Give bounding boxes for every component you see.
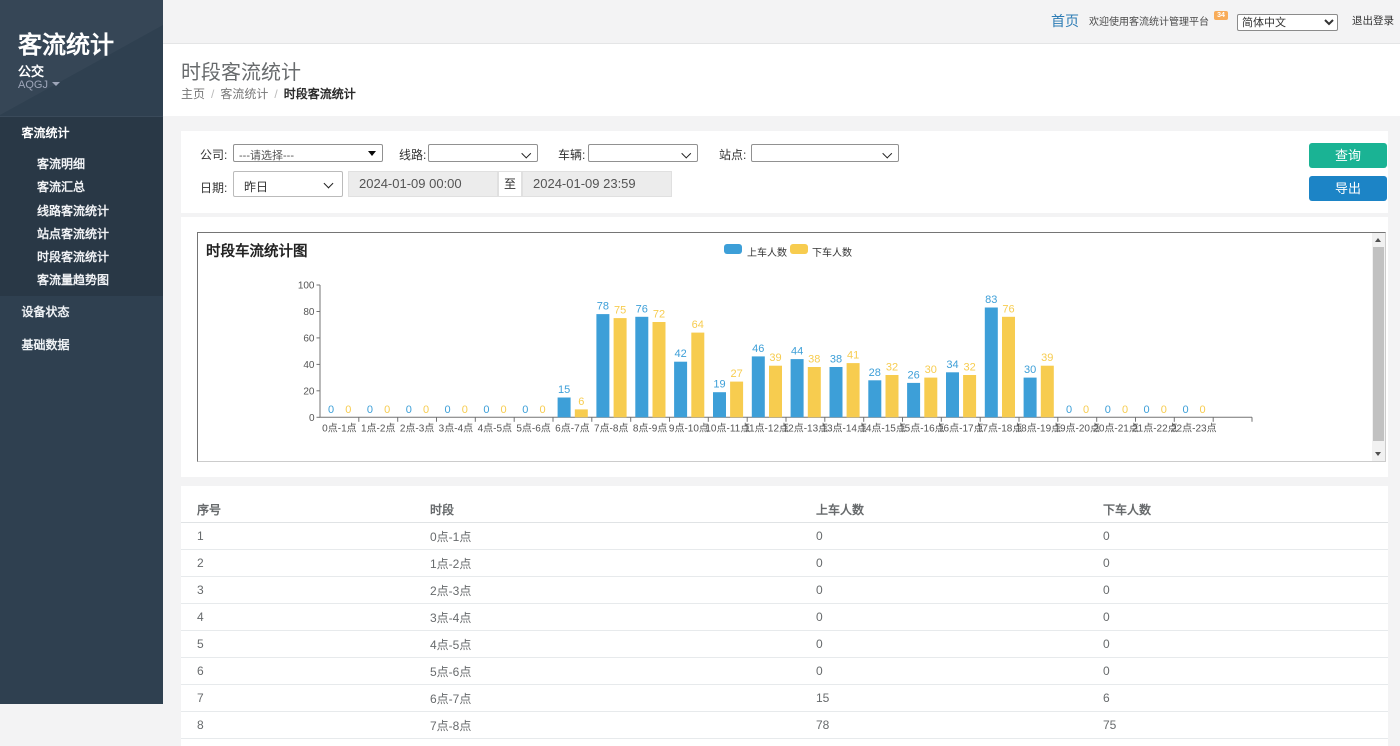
svg-text:0: 0 <box>1200 404 1206 416</box>
svg-text:0: 0 <box>1161 404 1167 416</box>
svg-text:76: 76 <box>636 303 648 315</box>
svg-text:0: 0 <box>328 404 334 416</box>
svg-text:9点-10点: 9点-10点 <box>669 423 709 435</box>
svg-text:0: 0 <box>483 404 489 416</box>
svg-text:2点-3点: 2点-3点 <box>400 423 434 435</box>
svg-text:0: 0 <box>423 404 429 416</box>
svg-text:11点-12点: 11点-12点 <box>744 423 789 435</box>
svg-text:30: 30 <box>1024 364 1036 376</box>
svg-text:30: 30 <box>925 364 937 376</box>
svg-text:32: 32 <box>886 362 898 374</box>
svg-text:17点-18点: 17点-18点 <box>977 423 1023 435</box>
svg-text:0: 0 <box>1122 404 1128 416</box>
svg-text:39: 39 <box>1041 352 1053 364</box>
svg-text:0: 0 <box>1083 404 1089 416</box>
svg-text:80: 80 <box>303 307 315 318</box>
svg-text:6: 6 <box>578 396 584 408</box>
svg-text:0: 0 <box>384 404 390 416</box>
svg-text:64: 64 <box>692 319 704 331</box>
svg-text:39: 39 <box>769 352 781 364</box>
svg-text:10点-11点: 10点-11点 <box>705 423 750 435</box>
svg-text:0: 0 <box>1182 404 1188 416</box>
svg-text:15点-16点: 15点-16点 <box>899 423 945 435</box>
svg-text:0: 0 <box>367 404 373 416</box>
svg-text:20点-21点: 20点-21点 <box>1093 423 1139 435</box>
svg-text:0: 0 <box>1144 404 1150 416</box>
svg-text:0: 0 <box>445 404 451 416</box>
svg-text:0: 0 <box>522 404 528 416</box>
svg-text:5点-6点: 5点-6点 <box>516 423 550 435</box>
svg-text:12点-13点: 12点-13点 <box>783 423 829 435</box>
svg-text:1点-2点: 1点-2点 <box>361 423 395 435</box>
svg-text:0: 0 <box>406 404 412 416</box>
svg-text:41: 41 <box>847 350 859 362</box>
svg-text:4点-5点: 4点-5点 <box>478 423 512 435</box>
svg-text:0: 0 <box>1105 404 1111 416</box>
svg-text:18点-19点: 18点-19点 <box>1016 423 1062 435</box>
svg-text:8点-9点: 8点-9点 <box>633 423 667 435</box>
svg-text:0: 0 <box>539 404 545 416</box>
svg-text:42: 42 <box>674 348 686 360</box>
svg-text:60: 60 <box>303 333 315 344</box>
svg-text:72: 72 <box>653 309 665 321</box>
svg-text:32: 32 <box>963 362 975 374</box>
svg-text:0: 0 <box>345 404 351 416</box>
svg-text:0点-1点: 0点-1点 <box>322 423 356 435</box>
svg-text:28: 28 <box>869 367 881 379</box>
svg-text:26: 26 <box>907 369 919 381</box>
svg-text:78: 78 <box>597 301 609 313</box>
svg-text:38: 38 <box>830 354 842 366</box>
svg-text:6点-7点: 6点-7点 <box>555 423 589 435</box>
svg-text:19点-20点: 19点-20点 <box>1054 423 1100 435</box>
svg-text:83: 83 <box>985 294 997 306</box>
svg-text:19: 19 <box>713 379 725 391</box>
svg-text:21点-22点: 21点-22点 <box>1132 423 1178 435</box>
svg-text:15: 15 <box>558 384 570 396</box>
svg-text:34: 34 <box>946 359 958 371</box>
svg-text:0: 0 <box>501 404 507 416</box>
svg-text:16点-17点: 16点-17点 <box>938 423 984 435</box>
svg-text:40: 40 <box>303 360 315 371</box>
svg-text:14点-15点: 14点-15点 <box>860 423 906 435</box>
svg-text:0: 0 <box>309 413 315 424</box>
svg-text:3点-4点: 3点-4点 <box>439 423 473 435</box>
svg-text:13点-14点: 13点-14点 <box>821 423 867 435</box>
svg-text:46: 46 <box>752 343 764 355</box>
svg-text:0: 0 <box>1066 404 1072 416</box>
svg-text:0: 0 <box>462 404 468 416</box>
svg-text:20: 20 <box>303 386 315 397</box>
svg-text:27: 27 <box>730 368 742 380</box>
svg-text:7点-8点: 7点-8点 <box>594 423 628 435</box>
svg-text:76: 76 <box>1002 303 1014 315</box>
svg-text:38: 38 <box>808 354 820 366</box>
svg-text:100: 100 <box>298 281 315 292</box>
svg-text:22点-23点: 22点-23点 <box>1171 423 1217 435</box>
svg-text:75: 75 <box>614 305 626 317</box>
svg-text:44: 44 <box>791 346 803 358</box>
